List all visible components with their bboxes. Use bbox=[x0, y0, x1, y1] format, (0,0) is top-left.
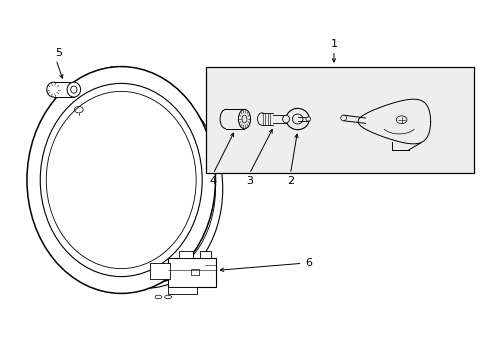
Text: 6: 6 bbox=[305, 258, 311, 268]
Ellipse shape bbox=[220, 109, 232, 129]
Bar bbox=[297, 117, 308, 121]
Ellipse shape bbox=[292, 114, 303, 124]
Bar bbox=[53, 82, 74, 97]
Text: 5: 5 bbox=[55, 48, 62, 58]
Ellipse shape bbox=[47, 82, 60, 97]
Ellipse shape bbox=[285, 108, 308, 130]
Bar bbox=[262, 113, 272, 125]
Ellipse shape bbox=[238, 109, 250, 129]
Bar bbox=[150, 263, 169, 279]
Bar bbox=[225, 109, 244, 129]
Ellipse shape bbox=[305, 117, 310, 121]
Ellipse shape bbox=[67, 82, 81, 97]
Polygon shape bbox=[343, 115, 365, 123]
Text: 3: 3 bbox=[245, 176, 252, 186]
Ellipse shape bbox=[40, 84, 202, 276]
Bar bbox=[168, 258, 216, 287]
Ellipse shape bbox=[340, 115, 346, 121]
Text: 1: 1 bbox=[330, 39, 337, 49]
Ellipse shape bbox=[27, 67, 215, 293]
Ellipse shape bbox=[257, 113, 265, 125]
Text: 4: 4 bbox=[209, 176, 216, 186]
Text: 2: 2 bbox=[286, 176, 293, 186]
Polygon shape bbox=[357, 99, 430, 144]
Bar bbox=[205, 67, 473, 173]
Bar bbox=[272, 115, 285, 123]
Ellipse shape bbox=[282, 115, 289, 123]
Bar bbox=[168, 287, 197, 294]
Bar bbox=[200, 251, 210, 258]
Ellipse shape bbox=[46, 91, 196, 269]
Bar bbox=[179, 251, 192, 258]
Bar bbox=[191, 269, 199, 275]
